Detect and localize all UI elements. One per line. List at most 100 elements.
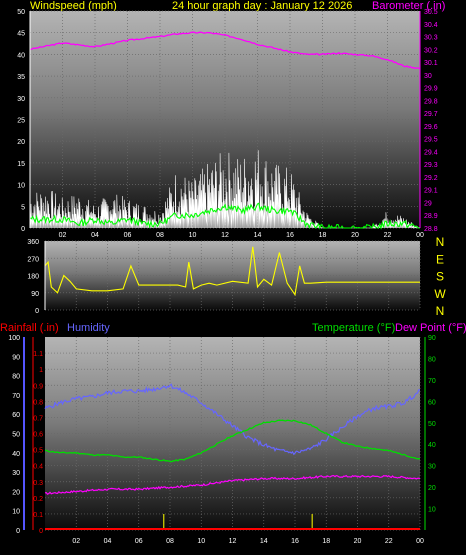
wind-direction-series [44,246,420,297]
rain-tick-label: 0.1 [33,512,43,519]
x-tick-label: 02 [59,232,67,239]
y-right-tick-label: 29.8 [424,98,438,105]
humidity-tick-label: 10 [12,509,20,516]
temp-tick-label: 90 [428,335,436,342]
compass-label: W [434,287,446,301]
temp-tick-label: 60 [428,399,436,406]
humidity-axis-title: Humidity [67,322,110,334]
x-tick-label: 10 [189,232,197,239]
temp-tick-label: 70 [428,378,436,385]
x-tick-label: 20 [354,538,362,545]
humidity-tick-label: 50 [12,432,20,439]
x-tick-label: 04 [91,232,99,239]
humidity-tick-label: 40 [12,451,20,458]
y-tick-label: 30 [17,96,25,103]
y-right-tick-label: 28.9 [424,213,438,220]
axis-labels: 0 N 90 W 180 S 270 E 360 N [27,235,446,318]
x-tick-label: 02 [72,538,80,545]
y-tick-label: 20 [17,139,25,146]
humidity-tick-label: 0 [16,528,20,535]
temp-tick-label: 50 [428,421,436,428]
y-right-tick-label: 30.4 [424,22,438,29]
y-right-tick-label: 29.5 [424,137,438,144]
x-tick-label: 00 [416,232,424,239]
y-right-tick-label: 29.4 [424,149,438,156]
rain-tick-label: 0.3 [33,480,43,487]
temp-tick-label: 20 [428,485,436,492]
x-tick-label: 10 [197,538,205,545]
y-tick-label: 0 [35,308,39,315]
humidity-tick-label: 80 [12,374,20,381]
x-tick-label: 20 [351,232,359,239]
y-tick-label: 90 [31,291,39,298]
y-tick-label: 360 [27,239,39,246]
x-tick-label: 22 [385,538,393,545]
compass-label: N [436,235,445,249]
rain-tick-label: 0.6 [33,432,43,439]
x-tick-label: 16 [291,538,299,545]
rain-tick-label: 0.9 [33,383,43,390]
temp-humidity-panel: 0 0.1 0.2 0.3 0.4 0.5 0.6 0.7 0.8 0.9 1 1.1 0 10 20 30 4… [8,335,436,545]
y-tick-label: 40 [17,52,25,59]
y-tick-label: 15 [17,161,25,168]
barometer-axis-title: Barometer (.in) [372,0,445,12]
series-marks [29,31,421,230]
y-right-tick-label: 29.3 [424,162,438,169]
x-tick-label: 14 [260,538,268,545]
y-right-tick-label: 30.5 [424,9,438,16]
series-marks [44,383,421,530]
x-tick-label: 08 [166,538,174,545]
temp-tick-label: 80 [428,356,436,363]
humidity-tick-label: 60 [12,412,20,419]
rain-tick-label: 0.5 [33,448,43,455]
y-tick-label: 180 [27,274,39,281]
temp-tick-label: 10 [428,507,436,514]
y-tick-label: 45 [17,31,25,38]
y-tick-label: 10 [17,183,25,190]
compass-label: S [436,270,444,284]
y-tick-label: 270 [27,256,39,263]
compass-label: E [436,252,444,266]
rain-tick-label: 0.2 [33,496,43,503]
humidity-tick-label: 70 [12,393,20,400]
humidity-tick-label: 90 [12,354,20,361]
x-tick-label: 04 [104,538,112,545]
dewpoint-axis-title: Dew Point (°F) [395,322,466,334]
windspeed-axis-title: Windspeed (mph) [30,0,117,12]
rain-tick-label: 0.8 [33,399,43,406]
temp-tick-label: 40 [428,442,436,449]
x-tick-label: 18 [322,538,330,545]
wind-direction-panel: 0 N 90 W 180 S 270 E 360 N [27,235,446,318]
humidity-tick-label: 30 [12,470,20,477]
humidity-tick-label: 20 [12,489,20,496]
axis-labels: 0 0.1 0.2 0.3 0.4 0.5 0.6 0.7 0.8 0.9 1 1.1 0 10 20 30 4… [8,335,436,545]
chart-title: 24 hour graph day : January 12 2026 [172,0,352,12]
y-right-tick-label: 30.3 [424,35,438,42]
x-tick-label: 12 [221,232,229,239]
y-tick-label: 50 [17,9,25,16]
y-tick-label: 35 [17,74,25,81]
rain-tick-label: 1 [39,367,43,374]
y-right-tick-label: 29.7 [424,111,438,118]
y-tick-label: 0 [21,226,25,233]
x-tick-label: 22 [384,232,392,239]
x-tick-label: 16 [286,232,294,239]
x-tick-label: 08 [156,232,164,239]
wind-barometer-panel: 0 5 10 15 20 25 30 35 40 45 50 02 04 06 08 10 12 14 16 18 20… [17,9,438,239]
temperature-axis-title: Temperature (°F) [312,322,395,334]
x-tick-label: 18 [319,232,327,239]
rain-tick-label: 0.7 [33,415,43,422]
series-marks [44,246,420,297]
gridlines [45,240,421,311]
y-right-tick-label: 30.2 [424,47,438,54]
y-right-tick-label: 29.1 [424,188,438,195]
temperature-series [44,419,421,463]
humidity-series [44,383,420,456]
x-tick-label: 12 [229,538,237,545]
rain-tick-label: 1.1 [33,351,43,358]
y-tick-label: 25 [17,118,25,125]
y-right-tick-label: 29 [424,200,432,207]
humidity-tick-label: 100 [8,335,20,342]
